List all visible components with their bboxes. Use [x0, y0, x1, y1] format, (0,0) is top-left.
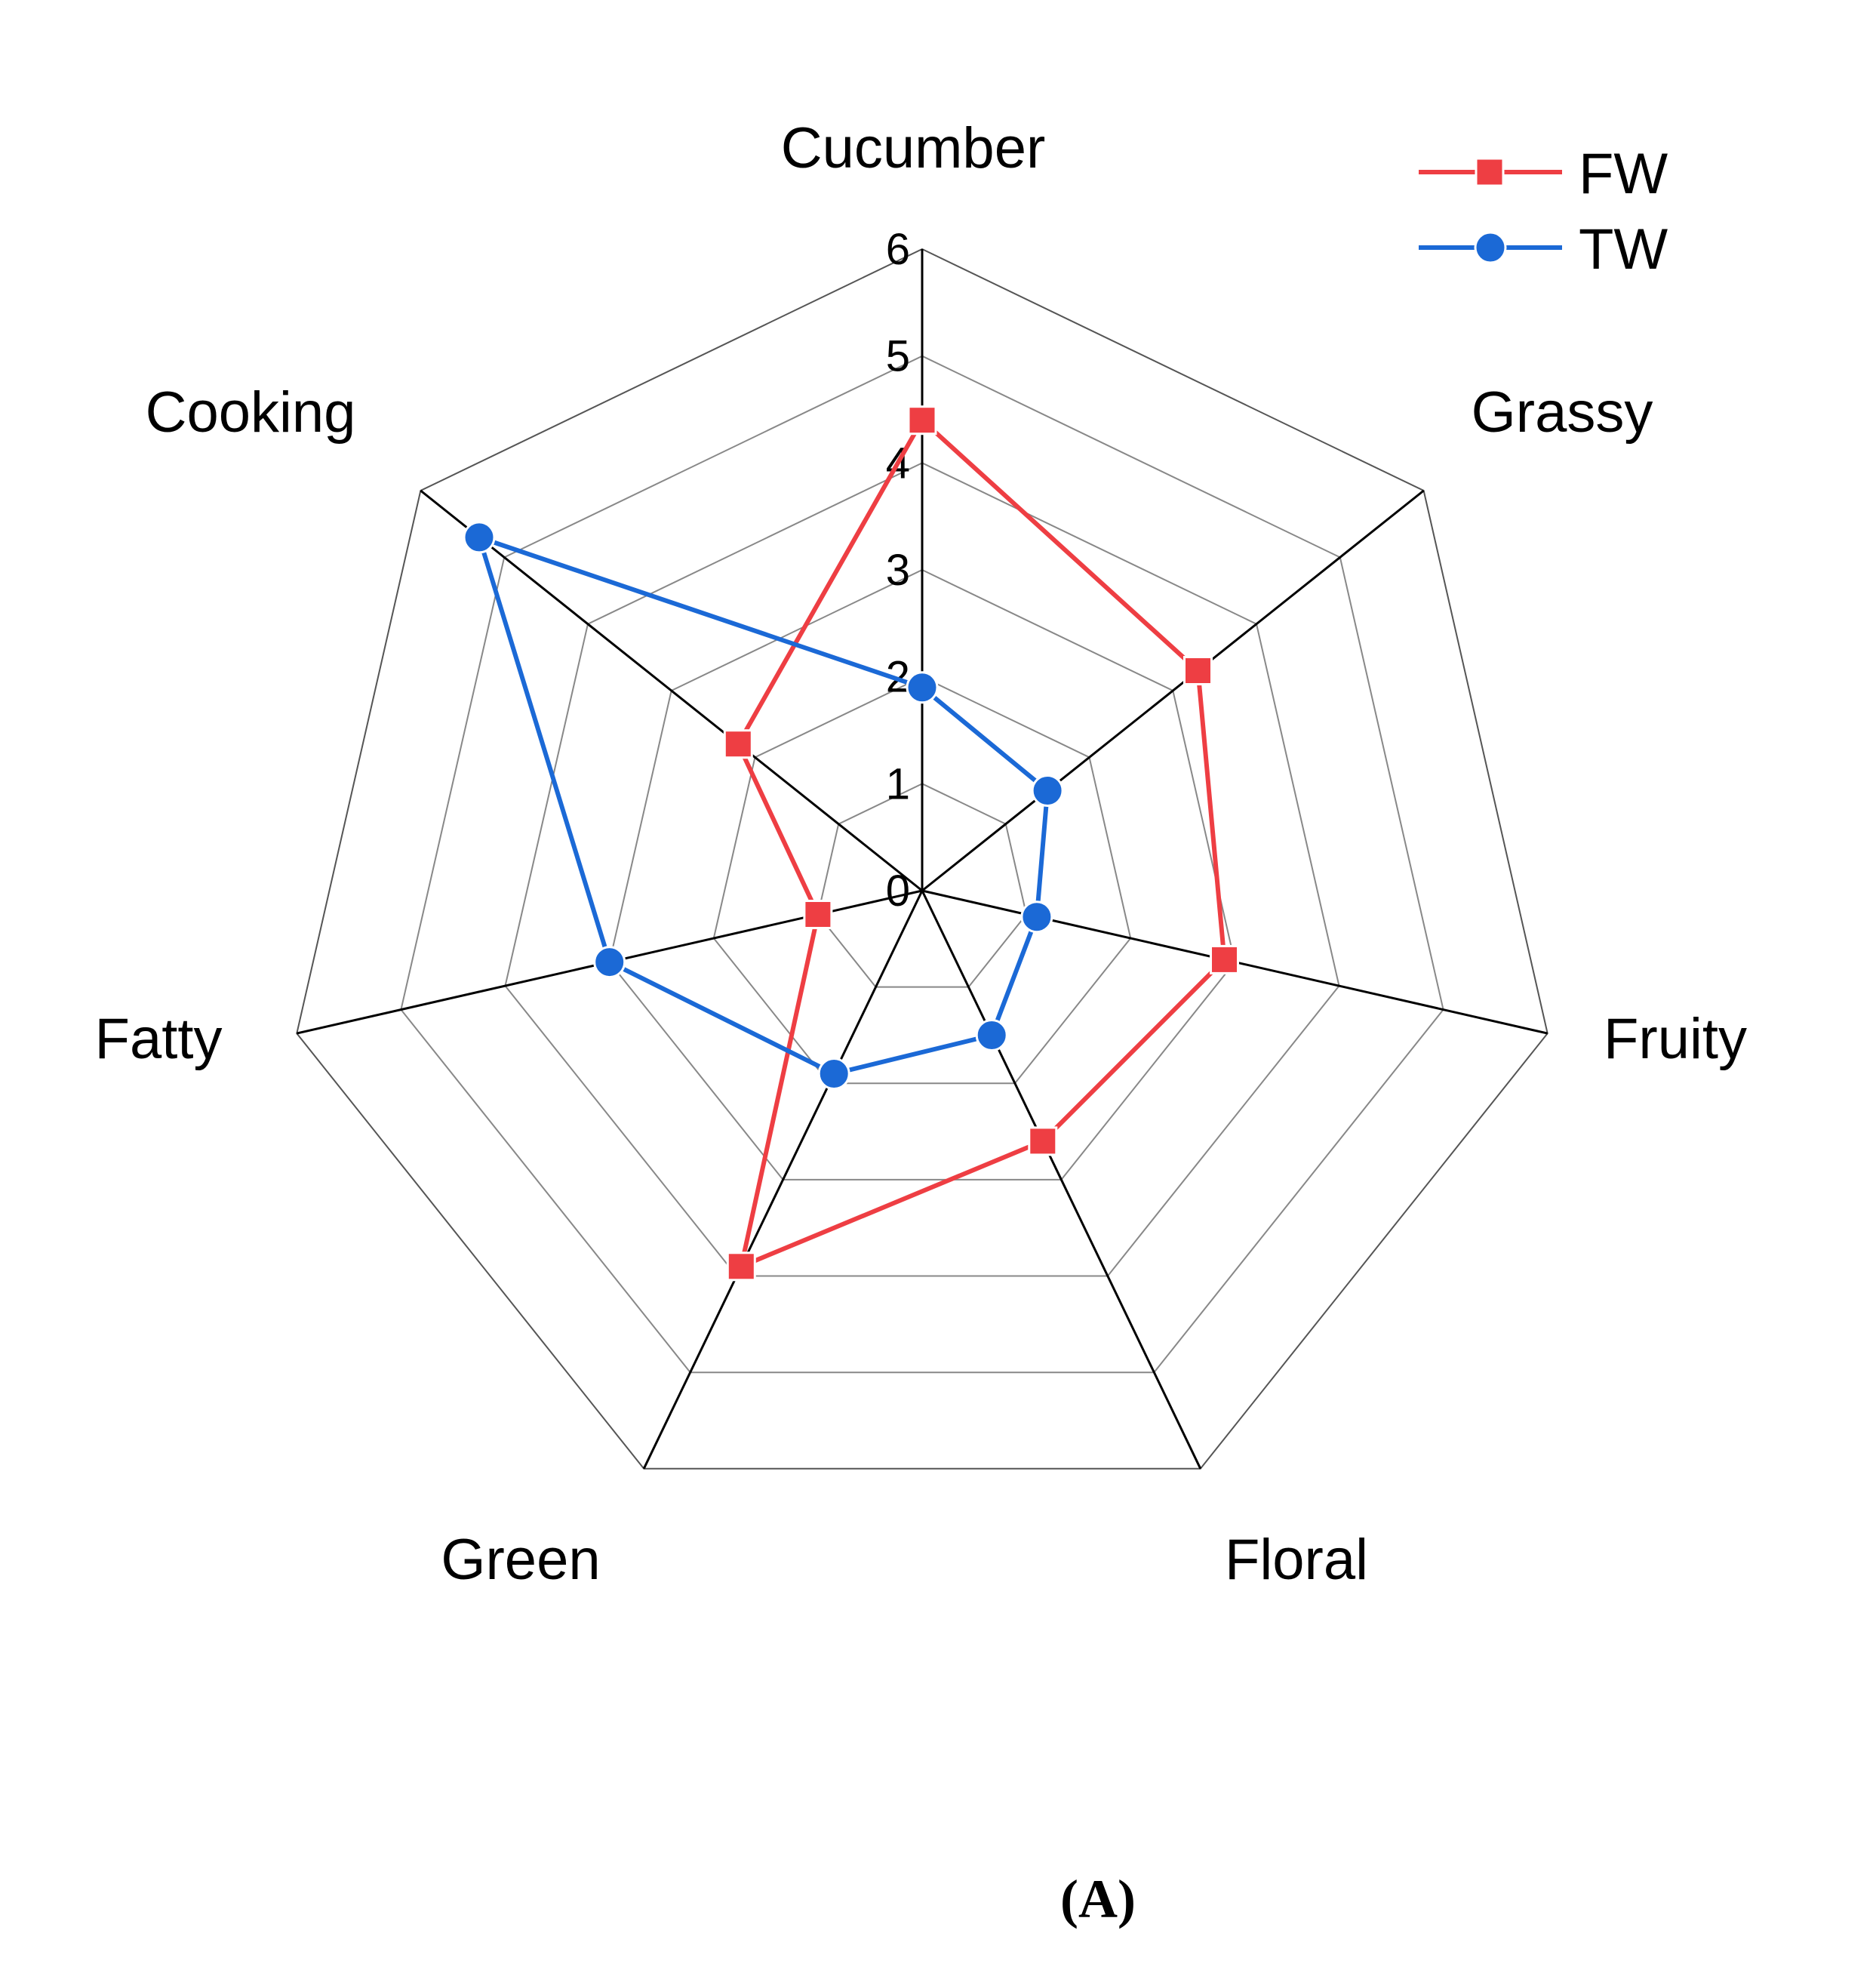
spoke-grassy [921, 489, 1425, 892]
radar-grid [296, 248, 1548, 1470]
grid-ring-1 [817, 783, 1028, 988]
axis-label-grassy: Grassy [1472, 380, 1653, 445]
series-line-fw [736, 417, 1227, 1269]
point-tw-cooking [463, 521, 496, 554]
axis-label-cucumber: Cucumber [781, 116, 1046, 180]
legend-entry-tw: TW [1419, 217, 1668, 282]
series-line-tw [477, 534, 1050, 1076]
legend-entry-fw: FW [1419, 142, 1668, 206]
grid-ring-4 [504, 462, 1340, 1277]
legend-marker-fw [1475, 157, 1505, 187]
tick-label-5: 5 [886, 332, 910, 381]
legend-marker-tw [1474, 231, 1507, 264]
series-tw [463, 521, 1064, 1090]
point-fw-green [726, 1251, 756, 1282]
point-fw-floral [1028, 1126, 1058, 1156]
point-tw-cucumber [906, 671, 939, 704]
grid-ring-5 [400, 355, 1444, 1374]
figure-caption: (A) [1060, 1869, 1136, 1929]
axis-labels: Cucumber Grassy Fruity Floral Green Fatty Cook… [95, 116, 1747, 1592]
legend-label-fw: FW [1579, 142, 1668, 206]
axis-label-cooking: Cooking [146, 380, 356, 445]
point-fw-fatty [803, 900, 833, 929]
grid-ring-6 [296, 248, 1548, 1470]
tick-label-3: 3 [886, 546, 910, 595]
point-tw-fatty [593, 946, 626, 979]
tick-label-6: 6 [886, 225, 910, 274]
spoke-cooking [420, 489, 923, 892]
point-tw-green [817, 1057, 850, 1090]
tick-label-1: 1 [886, 759, 910, 808]
axis-label-fruity: Fruity [1604, 1007, 1747, 1071]
point-fw-cooking [723, 729, 753, 759]
spoke-green [642, 890, 924, 1470]
tick-label-0: 0 [886, 867, 910, 916]
point-tw-grassy [1031, 774, 1064, 807]
point-tw-fruity [1020, 900, 1053, 934]
grid-ring-3 [608, 568, 1236, 1181]
grid-ring-2 [712, 676, 1132, 1085]
point-fw-grassy [1183, 656, 1213, 685]
axis-label-floral: Floral [1225, 1528, 1368, 1592]
series-fw [723, 405, 1239, 1282]
spoke-floral [921, 890, 1202, 1470]
series-layer [463, 405, 1239, 1282]
legend: FW TW [1419, 142, 1668, 282]
axis-label-fatty: Fatty [95, 1007, 223, 1071]
point-tw-floral [975, 1019, 1008, 1051]
point-fw-fruity [1210, 944, 1239, 974]
axis-label-green: Green [441, 1528, 600, 1592]
point-fw-cucumber [907, 405, 937, 436]
legend-label-tw: TW [1579, 217, 1668, 282]
